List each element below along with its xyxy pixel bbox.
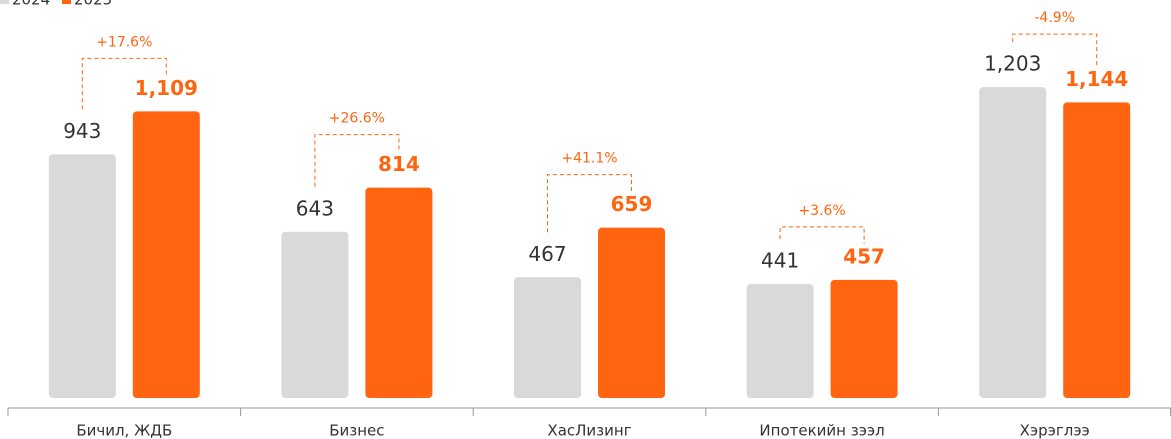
value-label: 1,109 [135,76,198,100]
annotation-bracket [779,226,865,244]
legend-label: 2024 [12,0,50,9]
bar [514,277,581,398]
x-tick-label: Бизнес [329,422,384,439]
bar [830,279,898,398]
value-label: 1,144 [1065,67,1128,91]
bar [132,111,200,399]
bar [1063,102,1131,398]
bar [598,227,665,398]
annotation: +3.6% [798,203,845,219]
value-label: 814 [378,152,420,176]
annotation-bracket [81,57,167,110]
annotation: -4.9% [1034,10,1075,26]
bar [979,87,1047,398]
value-label: 467 [528,242,566,266]
annotation: +41.1% [561,151,617,167]
x-tick-label: Ипотекийн зээл [759,422,884,439]
annotation-bracket [314,134,400,187]
bar [48,154,116,398]
legend-label: 2025 [74,0,112,9]
value-label: 643 [296,196,334,220]
bar [365,187,433,398]
annotation-bracket [547,174,632,233]
legend-swatch [0,0,9,4]
bar [746,284,814,398]
annotation: +17.6% [96,34,152,50]
bar [281,231,349,398]
x-tick-label: Хэрэглээ [1020,422,1090,439]
value-label: 659 [611,192,653,216]
legend-swatch [62,0,71,4]
x-tick-label: ХасЛизинг [547,422,631,439]
annotation: +26.6% [329,111,385,127]
value-label: 457 [843,244,885,268]
annotation-bracket [1012,33,1098,67]
x-tick-label: Бичил, ЖДБ [76,422,172,439]
value-label: 1,203 [984,52,1041,76]
value-label: 943 [63,119,101,143]
value-label: 441 [761,249,799,273]
